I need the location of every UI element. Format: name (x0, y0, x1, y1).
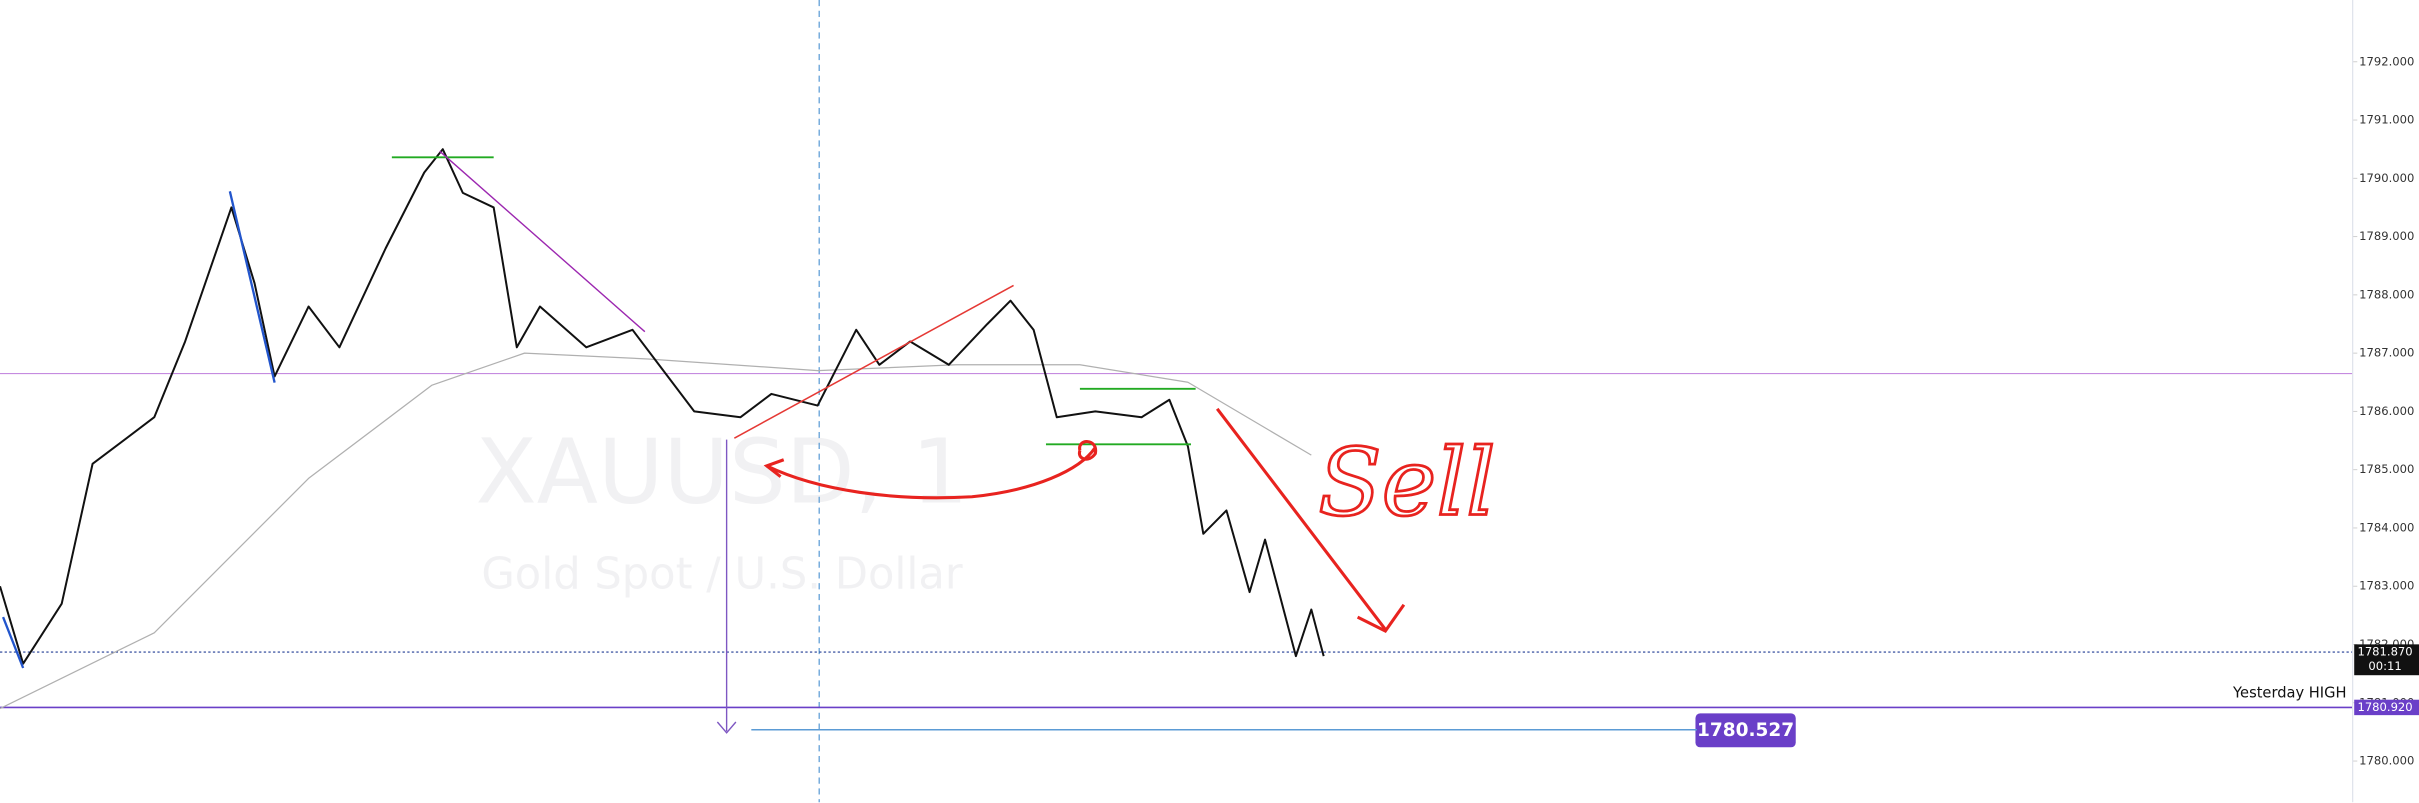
y-tick-label: 1783.000 (2359, 579, 2414, 593)
trend-line (2, 616, 25, 669)
measure-arrow (716, 721, 737, 734)
ticks: 1780.0001781.0001782.0001783.0001784.000… (2352, 54, 2414, 768)
series (0, 148, 1325, 710)
price-badge-label: 1780.527 (1697, 720, 1794, 741)
y-tick-label: 1792.000 (2359, 54, 2414, 68)
drawings (2, 150, 1698, 734)
y-tick-label: 1780.000 (2359, 754, 2414, 768)
arrow-head (763, 458, 785, 478)
price-badge (1695, 713, 1796, 748)
price-line-series (0, 148, 1325, 665)
level-note: Yesterday HIGH (2232, 685, 2346, 702)
watermark-symbol: XAUUSD, 1 (476, 421, 969, 525)
price-axis-text: 1781.870 (2357, 645, 2412, 659)
y-tick-label: 1791.000 (2359, 113, 2414, 127)
y-tick-label: 1787.000 (2359, 346, 2414, 360)
price-axis-label (2354, 699, 2419, 716)
price-axis-text: 1780.920 (2357, 700, 2412, 714)
price-axis-label (2354, 644, 2419, 676)
y-tick-label: 1786.000 (2359, 404, 2414, 418)
y-tick-label: 1784.000 (2359, 520, 2414, 534)
moving-average (0, 352, 1312, 710)
y-tick-label: 1788.000 (2359, 287, 2414, 301)
trend-line (733, 284, 1014, 439)
trend-line (439, 150, 646, 333)
watermark-subtitle: Gold Spot / U.S. Dollar (481, 549, 963, 599)
sell-annotation: Sell (1318, 428, 1495, 536)
y-tick-label: 1785.000 (2359, 462, 2414, 476)
y-tick-label: 1790.000 (2359, 171, 2414, 185)
trend-line (228, 191, 276, 383)
y-tick-label: 1789.000 (2359, 229, 2414, 243)
sell-arrow (1215, 407, 1406, 633)
arrow (766, 440, 1097, 500)
countdown: 00:11 (2368, 659, 2401, 673)
